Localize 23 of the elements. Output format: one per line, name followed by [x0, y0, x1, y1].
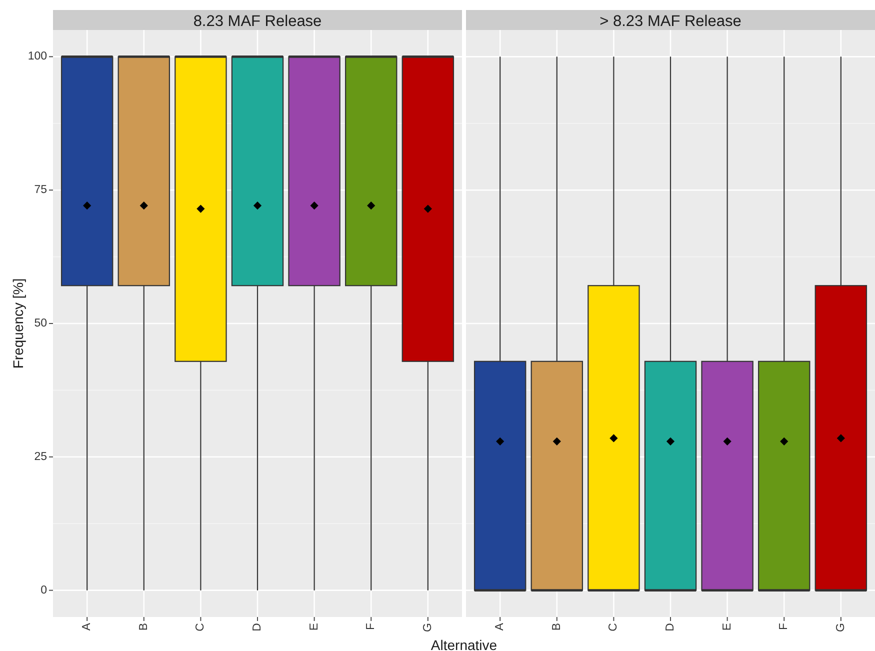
- x-tick-label: F: [778, 623, 790, 630]
- y-tick-label: 25: [34, 450, 47, 463]
- chart-title: 8.23 MAF Release: [193, 12, 322, 30]
- x-tick-label: F: [365, 623, 378, 630]
- y-tick-label: 100: [28, 50, 47, 63]
- chart-title: > 8.23 MAF Release: [600, 12, 742, 30]
- x-tick-label: A: [494, 622, 506, 631]
- x-tick-label: G: [422, 622, 434, 632]
- x-tick-label: E: [721, 622, 734, 631]
- x-tick-label: E: [308, 622, 320, 631]
- x-tick-label: D: [664, 623, 676, 632]
- x-tick-label: B: [138, 622, 150, 631]
- y-tick-label: 0: [40, 584, 47, 596]
- x-tick-label: A: [81, 622, 94, 631]
- y-tick-label: 75: [34, 184, 47, 196]
- y-tick-label: 50: [34, 318, 47, 330]
- x-axis-title: Alternative: [430, 637, 498, 651]
- y-axis-title: Frequency [%]: [10, 278, 26, 369]
- x-tick-label: G: [834, 622, 847, 632]
- x-tick-label: D: [252, 623, 264, 632]
- x-tick-label: B: [550, 622, 563, 631]
- x-tick-label: C: [194, 623, 207, 632]
- x-tick-label: C: [608, 623, 620, 632]
